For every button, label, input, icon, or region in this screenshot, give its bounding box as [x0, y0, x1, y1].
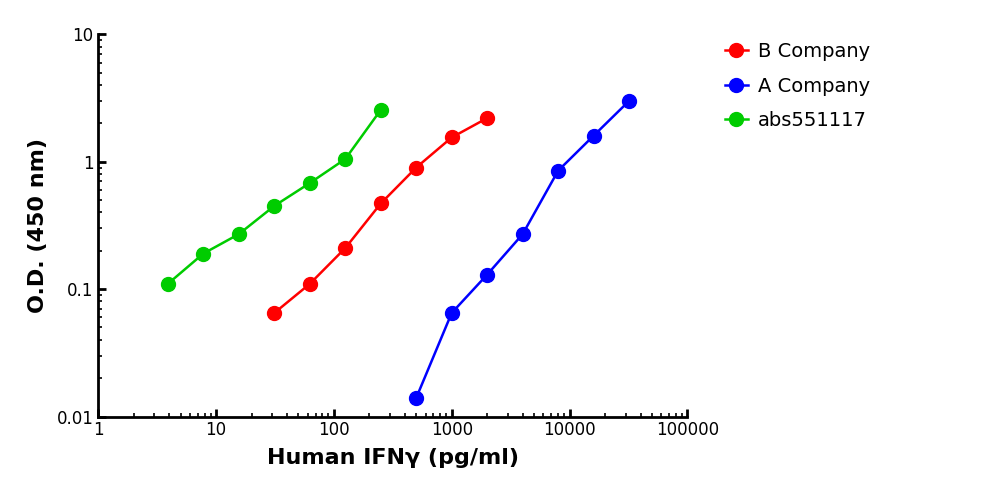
A Company: [481, 271, 493, 277]
abs551117: [304, 180, 316, 186]
Legend: B Company, A Company, abs551117: B Company, A Company, abs551117: [717, 34, 878, 138]
abs551117: [268, 203, 280, 209]
B Company: [375, 200, 387, 206]
abs551117: [233, 231, 245, 237]
B Company: [340, 245, 352, 251]
X-axis label: Human IFNγ (pg/ml): Human IFNγ (pg/ml): [267, 448, 518, 467]
A Company: [517, 231, 528, 237]
B Company: [410, 165, 422, 171]
Line: abs551117: abs551117: [161, 103, 388, 291]
abs551117: [340, 156, 352, 162]
abs551117: [197, 251, 209, 257]
B Company: [481, 115, 493, 121]
Line: B Company: B Company: [267, 111, 494, 320]
A Company: [446, 310, 458, 316]
A Company: [410, 395, 422, 401]
abs551117: [375, 107, 387, 113]
A Company: [624, 98, 635, 104]
Line: A Company: A Company: [409, 94, 636, 405]
B Company: [268, 310, 280, 316]
B Company: [446, 135, 458, 141]
A Company: [552, 168, 564, 173]
A Company: [587, 133, 599, 139]
B Company: [304, 281, 316, 287]
Y-axis label: O.D. (450 nm): O.D. (450 nm): [28, 138, 48, 313]
abs551117: [162, 281, 174, 287]
